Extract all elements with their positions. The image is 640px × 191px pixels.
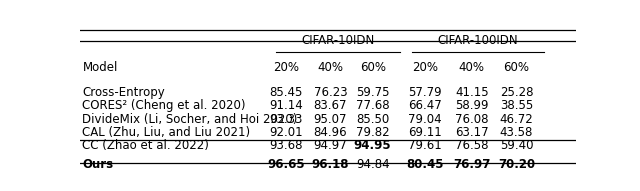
Text: 66.47: 66.47: [408, 99, 442, 112]
Text: 76.08: 76.08: [455, 113, 488, 126]
Text: 63.17: 63.17: [455, 126, 489, 139]
Text: 94.95: 94.95: [354, 139, 392, 152]
Text: CAL (Zhu, Liu, and Liu 2021): CAL (Zhu, Liu, and Liu 2021): [83, 126, 251, 139]
Text: 84.96: 84.96: [314, 126, 348, 139]
Text: 79.04: 79.04: [408, 113, 442, 126]
Text: 59.40: 59.40: [500, 139, 533, 152]
Text: 38.55: 38.55: [500, 99, 533, 112]
Text: 77.68: 77.68: [356, 99, 390, 112]
Text: 83.67: 83.67: [314, 99, 348, 112]
Text: 25.28: 25.28: [500, 86, 533, 99]
Text: Model: Model: [83, 61, 118, 74]
Text: 79.61: 79.61: [408, 139, 442, 152]
Text: 57.79: 57.79: [408, 86, 442, 99]
Text: 92.01: 92.01: [269, 126, 303, 139]
Text: Ours: Ours: [83, 158, 114, 171]
Text: 95.07: 95.07: [314, 113, 348, 126]
Text: 59.75: 59.75: [356, 86, 389, 99]
Text: 85.45: 85.45: [269, 86, 303, 99]
Text: 96.18: 96.18: [312, 158, 349, 171]
Text: 94.97: 94.97: [314, 139, 348, 152]
Text: 93.33: 93.33: [269, 113, 303, 126]
Text: 20%: 20%: [273, 61, 299, 74]
Text: CIFAR-100IDN: CIFAR-100IDN: [438, 34, 518, 47]
Text: CORES² (Cheng et al. 2020): CORES² (Cheng et al. 2020): [83, 99, 246, 112]
Text: 70.20: 70.20: [498, 158, 535, 171]
Text: 91.14: 91.14: [269, 99, 303, 112]
Text: 69.11: 69.11: [408, 126, 442, 139]
Text: 85.50: 85.50: [356, 113, 389, 126]
Text: 94.84: 94.84: [356, 158, 390, 171]
Text: 76.58: 76.58: [455, 139, 488, 152]
Text: DivideMix (Li, Socher, and Hoi 2020): DivideMix (Li, Socher, and Hoi 2020): [83, 113, 298, 126]
Text: 76.23: 76.23: [314, 86, 348, 99]
Text: 60%: 60%: [360, 61, 386, 74]
Text: CC (Zhao et al. 2022): CC (Zhao et al. 2022): [83, 139, 209, 152]
Text: 43.58: 43.58: [500, 126, 533, 139]
Text: Cross-Entropy: Cross-Entropy: [83, 86, 165, 99]
Text: CIFAR-10IDN: CIFAR-10IDN: [301, 34, 374, 47]
Text: 96.65: 96.65: [267, 158, 305, 171]
Text: 41.15: 41.15: [455, 86, 489, 99]
Text: 79.82: 79.82: [356, 126, 390, 139]
Text: 40%: 40%: [317, 61, 344, 74]
Text: 20%: 20%: [412, 61, 438, 74]
Text: 40%: 40%: [459, 61, 485, 74]
Text: 93.68: 93.68: [269, 139, 303, 152]
Text: 80.45: 80.45: [406, 158, 444, 171]
Text: 60%: 60%: [504, 61, 529, 74]
Text: 46.72: 46.72: [500, 113, 533, 126]
Text: 76.97: 76.97: [453, 158, 490, 171]
Text: 58.99: 58.99: [455, 99, 488, 112]
